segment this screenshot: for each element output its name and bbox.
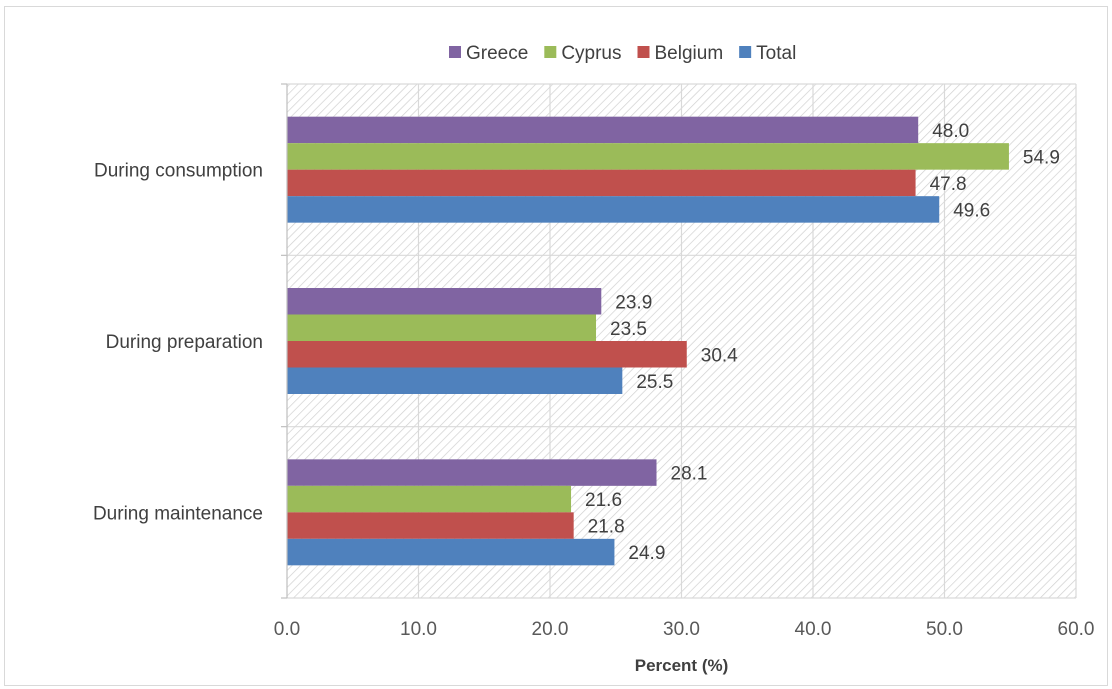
data-label: 54.9 xyxy=(1023,147,1060,168)
bars xyxy=(287,116,1009,566)
legend-label: Cyprus xyxy=(561,43,621,64)
x-tick-label: 60.0 xyxy=(1058,619,1095,640)
bar-cyprus xyxy=(287,314,597,341)
x-tick-label: 30.0 xyxy=(663,619,700,640)
data-label: 24.9 xyxy=(628,543,665,564)
x-tick-label: 20.0 xyxy=(532,619,569,640)
x-tick-label: 50.0 xyxy=(926,619,963,640)
data-label: 21.8 xyxy=(588,517,625,538)
x-tick-label: 0.0 xyxy=(274,619,300,640)
axes: 0.0 10.0 20.0 30.0 40.0 50.0 60.0 During consum… xyxy=(93,83,1095,640)
bar-greece xyxy=(287,116,919,144)
bar-cyprus xyxy=(287,485,572,513)
category-label: During preparation xyxy=(106,332,263,353)
data-label: 49.6 xyxy=(953,200,990,221)
bar-greece xyxy=(287,459,657,486)
x-tick-label: 40.0 xyxy=(795,619,832,640)
legend-swatch-belgium xyxy=(637,46,650,58)
bar-belgium xyxy=(287,512,574,539)
legend-swatch-cyprus xyxy=(544,46,557,58)
category-label: During maintenance xyxy=(93,503,263,524)
data-label: 23.5 xyxy=(610,319,647,340)
data-label: 30.4 xyxy=(701,345,738,366)
data-label: 28.1 xyxy=(671,464,708,485)
bar-belgium xyxy=(287,341,687,368)
x-tick-label: 10.0 xyxy=(400,619,437,640)
legend-label: Greece xyxy=(466,43,528,64)
data-label: 23.9 xyxy=(615,292,652,313)
data-label: 48.0 xyxy=(932,121,969,142)
data-label: 25.5 xyxy=(636,372,673,393)
data-label: 21.6 xyxy=(585,490,622,511)
legend-label: Total xyxy=(756,43,796,64)
data-labels: 48.0 54.9 47.8 49.6 23.9 23.5 30.4 25.5 28.1 21.6… xyxy=(585,121,1060,564)
bar-total xyxy=(287,196,940,223)
x-axis-title: Percent (%) xyxy=(635,656,729,675)
data-label: 47.8 xyxy=(930,174,967,195)
bar-cyprus xyxy=(287,143,1009,170)
legend: Greece Cyprus Belgium Total xyxy=(449,43,796,64)
bar-belgium xyxy=(287,169,916,197)
legend-swatch-total xyxy=(739,46,752,58)
bar-total xyxy=(287,538,615,566)
bar-total xyxy=(287,367,623,394)
legend-label: Belgium xyxy=(655,43,724,64)
legend-swatch-greece xyxy=(449,46,461,58)
bar-greece xyxy=(287,288,602,315)
category-label: During consumption xyxy=(94,161,263,182)
